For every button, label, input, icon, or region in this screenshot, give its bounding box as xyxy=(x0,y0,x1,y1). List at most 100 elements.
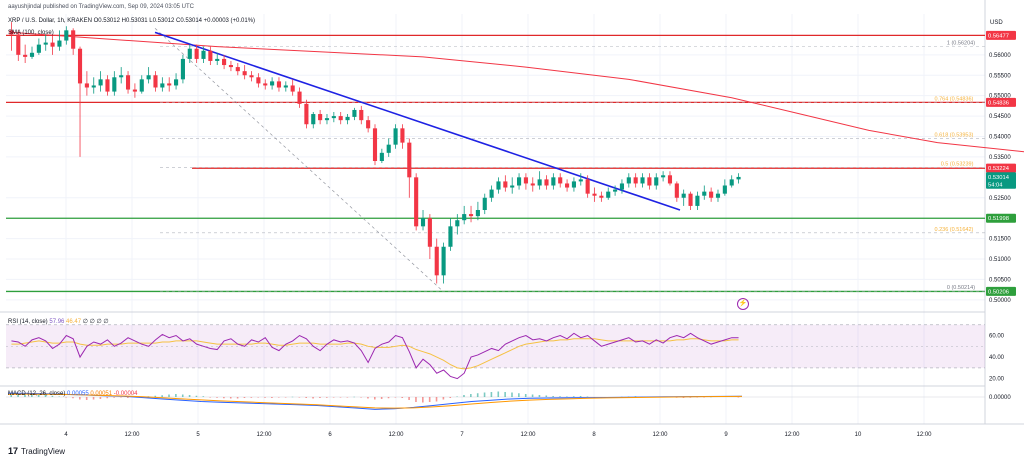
candle-body xyxy=(571,181,576,188)
candle-body xyxy=(702,191,707,196)
time-axis-label: 6 xyxy=(328,432,332,438)
symbol-ohlc-line[interactable]: XRP / U.S. Dollar, 1h, KRAKEN O0.53012 H… xyxy=(8,18,256,24)
candle-body xyxy=(331,116,336,119)
price-axis-label: 0.56000 xyxy=(989,53,1011,59)
macd-hist-bar xyxy=(161,395,163,397)
candle-body xyxy=(709,191,714,198)
candle-body xyxy=(558,177,563,184)
macd-hist-bar xyxy=(374,397,376,400)
candle-body xyxy=(304,103,309,125)
time-axis-label: 5 xyxy=(196,432,200,438)
candle-body xyxy=(551,177,556,186)
rsi-extra: ∅ ∅ ∅ ∅ xyxy=(82,319,109,325)
macd-hist-bar xyxy=(497,391,500,397)
macd-hist-bar xyxy=(634,396,637,397)
fib-level-label: 0.764 (0.54836) xyxy=(935,96,974,102)
macd-legend[interactable]: MACD (12, 26, close) 0.00055 0.00051 -0.… xyxy=(8,391,137,397)
price-tag-box xyxy=(986,97,1016,107)
macd-hist-bar xyxy=(250,397,253,398)
macd-hist-bar xyxy=(127,397,129,398)
macd-hist-bar xyxy=(360,397,362,398)
candle-body xyxy=(98,79,103,86)
time-axis-label: 4 xyxy=(64,432,68,438)
macd-hist-bar xyxy=(442,397,445,400)
candle-body xyxy=(516,177,522,186)
macd-hist-bar xyxy=(223,397,225,399)
time-axis-label: 9 xyxy=(724,432,728,438)
rsi-axis-label: 60.00 xyxy=(989,334,1005,340)
macd-hist-bar xyxy=(346,397,349,398)
candle-body xyxy=(235,67,240,72)
candle-body xyxy=(462,214,467,221)
tradingview-logo[interactable]: 17 TradingView xyxy=(8,446,65,456)
macd-hist-bar xyxy=(456,396,458,397)
price-tag-box xyxy=(986,30,1016,40)
macd-hist-bar xyxy=(518,393,520,397)
candle-body xyxy=(194,48,199,59)
candle-body xyxy=(256,77,261,84)
candle-body xyxy=(599,195,604,198)
macd-hist-bar xyxy=(380,397,383,399)
macd-hist-bar xyxy=(422,397,424,403)
macd-hist-bar xyxy=(175,394,177,397)
candle-body xyxy=(23,54,28,57)
macd-hist-bar xyxy=(552,396,554,397)
candle-body xyxy=(64,30,69,41)
currency-label[interactable]: USD xyxy=(990,20,1003,26)
candle-body xyxy=(379,152,384,161)
candle-body xyxy=(523,177,528,184)
rsi-ma-value: 46.47 xyxy=(66,319,82,325)
price-axis-label: 0.50000 xyxy=(989,298,1011,304)
rsi-legend[interactable]: RSI (14, close) 57.96 46.47 ∅ ∅ ∅ ∅ xyxy=(8,318,109,325)
macd-value: 0.00055 xyxy=(67,391,89,397)
candle-body xyxy=(386,144,391,153)
time-axis-label: 12:00 xyxy=(388,432,404,438)
candle-body xyxy=(201,50,206,59)
macd-label: MACD (12, 26, close) xyxy=(8,391,66,397)
candle-body xyxy=(352,109,357,117)
price-tag-label: 0.53224 xyxy=(988,166,1010,172)
candle-body xyxy=(71,30,76,49)
price-tag-box xyxy=(986,163,1016,173)
macd-hist-bar xyxy=(106,397,109,399)
macd-axis-label: 0.00000 xyxy=(989,395,1011,401)
rsi-axis-label: 20.00 xyxy=(989,377,1005,383)
time-axis-label: 12:00 xyxy=(652,432,668,438)
lightning-icon[interactable]: ⚡ xyxy=(737,298,749,310)
candle-body xyxy=(242,71,247,76)
price-axis-label: 0.52500 xyxy=(989,196,1011,202)
candle-body xyxy=(167,83,172,86)
macd-hist-bar xyxy=(339,397,342,398)
macd-hist-bar xyxy=(24,394,26,397)
candle-body xyxy=(112,77,117,92)
macd-hist-bar xyxy=(99,397,102,399)
price-tag-label: 54:04 xyxy=(988,182,1003,188)
macd-hist-bar xyxy=(387,397,390,399)
time-axis-label: 12:00 xyxy=(124,432,140,438)
macd-hist-bar xyxy=(284,397,287,398)
candle-body xyxy=(592,193,597,196)
candle-body xyxy=(434,246,439,276)
candle-body xyxy=(510,185,515,188)
macd-hist-bar xyxy=(229,397,232,399)
candle-body xyxy=(715,193,721,198)
price-axis-label: 0.53500 xyxy=(989,155,1011,161)
macd-hist-bar xyxy=(463,395,465,397)
price-tag-label: 0.51998 xyxy=(988,216,1009,222)
macd-hist-bar xyxy=(682,397,685,398)
macd-hist-bar xyxy=(579,396,582,397)
macd-hist-bar xyxy=(545,395,548,397)
macd-hist-bar xyxy=(696,397,699,398)
sma-legend[interactable]: SMA (100, close) xyxy=(8,30,54,36)
candle-body xyxy=(366,120,371,129)
macd-hist-bar xyxy=(44,394,47,397)
candle-body xyxy=(475,210,480,217)
macd-hist-bar xyxy=(202,396,205,397)
macd-hist-bar xyxy=(415,397,417,402)
candle-body xyxy=(544,179,549,186)
macd-hist-bar xyxy=(401,397,404,398)
fib-level-label: 0 (0.50214) xyxy=(947,285,975,291)
macd-hist-bar xyxy=(559,396,561,397)
